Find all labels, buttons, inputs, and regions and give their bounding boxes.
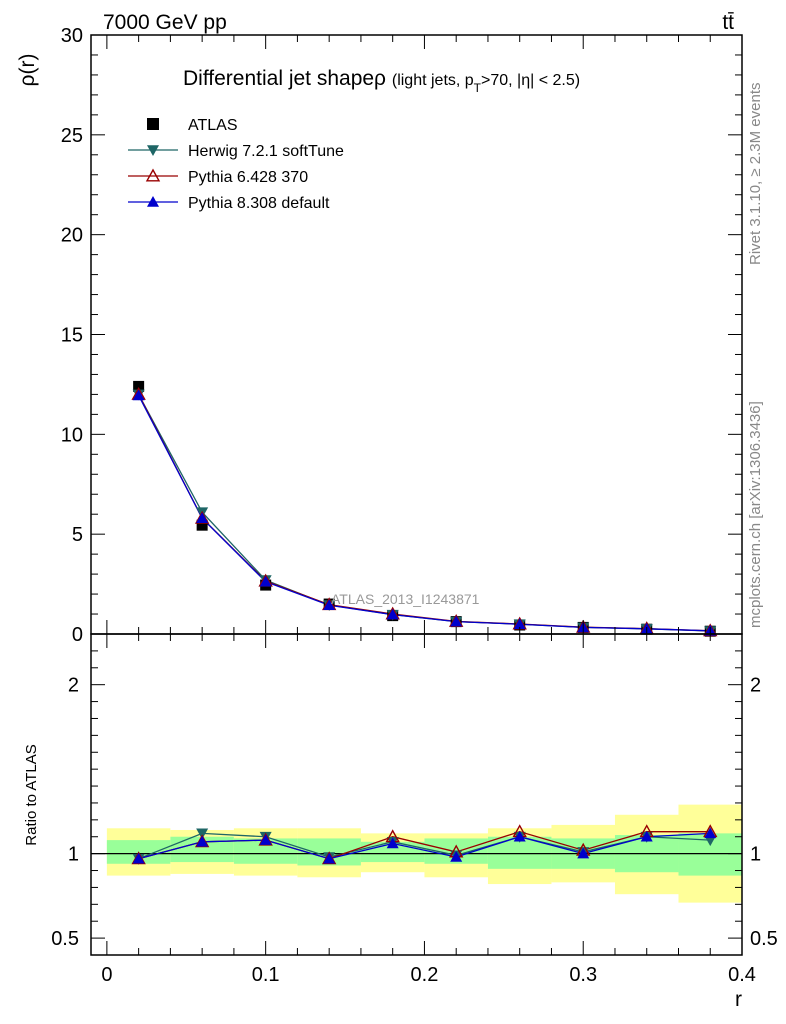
- mcplots-label: mcplots.cern.ch [arXiv:1306.3436]: [747, 401, 764, 628]
- pythia-8-308-default-point: [259, 575, 272, 587]
- ratio-y-tick-label-right: 1: [750, 844, 761, 866]
- process-label: tt̄: [722, 11, 734, 34]
- x-tick-label: 0.3: [569, 964, 597, 986]
- x-tick-label: 0.4: [728, 964, 756, 986]
- y-tick-label: 10: [61, 424, 83, 446]
- legend-herwig-7-2-1-softtune-marker: [147, 145, 159, 156]
- ratio-y-tick-label: 0.5: [51, 928, 79, 950]
- ratio-panel-series: [131, 824, 718, 865]
- ratio-y-tick-label: 1: [68, 844, 79, 866]
- ratio-panel-ticks: 0 0.1 0.2 0.3 0.4 0.5 0.5 1 1 2 2: [51, 634, 778, 986]
- pythia-8-308-default-ratio-point: [259, 834, 272, 845]
- main-y-axis-label: ρ(r): [16, 54, 39, 87]
- legend-pythia-8-308-default-marker: [147, 196, 159, 207]
- chart-title-subscript: T: [474, 81, 482, 95]
- pythia-8-308-default-ratio-point: [132, 852, 145, 864]
- x-tick-label: 0.1: [252, 964, 280, 986]
- chart-title-subtitle-rest: >70, |η| < 2.5): [481, 72, 580, 89]
- pythia-8-308-default-ratio-point: [323, 852, 336, 864]
- pythia-8-308-default-point: [196, 512, 209, 523]
- y-tick-label: 20: [61, 225, 83, 247]
- ratio-y-tick-label-right: 0.5: [750, 928, 778, 950]
- y-tick-label: 30: [61, 25, 83, 47]
- ratio-y-tick-label-right: 2: [750, 675, 761, 697]
- pythia-8-308-default-point: [132, 389, 145, 401]
- pythia-8-308-default-ratio-point: [577, 847, 590, 859]
- herwig-7-2-1-softtune-ratio-point: [196, 828, 209, 840]
- ratio-y-axis-label: Ratio to ATLAS: [23, 744, 40, 845]
- y-tick-label: 15: [61, 325, 83, 347]
- ratio-panel-frame: [90, 633, 743, 956]
- legend: ATLAS Herwig 7.2.1 softTune Pythia 6.428 3…: [128, 117, 344, 212]
- x-tick-label: 0: [101, 964, 112, 986]
- legend-atlas-marker: [147, 118, 159, 130]
- legend-atlas-label: ATLAS: [188, 117, 238, 134]
- pythia-8-308-default-point: [386, 608, 399, 620]
- pythia-8-308-default-ratio-point: [196, 835, 209, 847]
- beam-label: 7000 GeV pp: [103, 11, 227, 34]
- legend-pythia-6-428-370-marker: [145, 168, 161, 182]
- pythia-8-308-default-ratio-point: [513, 830, 526, 842]
- chart-title-subtitle: (light jets, p: [392, 72, 474, 89]
- legend-pythia-6-428-370-label: Pythia 6.428 370: [188, 169, 308, 186]
- pythia-8-308-default-point: [450, 615, 463, 627]
- atlas-point: [196, 519, 208, 531]
- pythia-8-308-default-ratio-point: [704, 827, 717, 839]
- main-panel-ticks: 0 5 10 15 20 25 30: [61, 25, 743, 646]
- rivet-label: Rivet 3.1.10, ≥ 2.3M events: [747, 83, 764, 266]
- pythia-8-308-default-ratio-point: [386, 837, 399, 849]
- pythia-8-308-default-ratio-point: [640, 830, 653, 842]
- pythia-8-308-default-point: [323, 599, 336, 611]
- chart-title: Differential jet shapeρ (light jets, pT>…: [183, 67, 580, 95]
- legend-herwig-7-2-1-softtune-label: Herwig 7.2.1 softTune: [188, 143, 344, 160]
- y-tick-label: 0: [72, 624, 83, 646]
- y-tick-label: 5: [72, 524, 83, 546]
- x-axis-label: r: [735, 988, 742, 1011]
- atlas-point: [133, 380, 145, 392]
- analysis-label: ATLAS_2013_I1243871: [331, 591, 480, 607]
- ratio-y-tick-label: 2: [68, 675, 79, 697]
- x-tick-label: 0.2: [411, 964, 439, 986]
- chart-title-main: Differential jet shapeρ: [183, 67, 386, 90]
- herwig-7-2-1-softtune-ratio-line: [138, 832, 711, 860]
- y-tick-label: 25: [61, 125, 83, 147]
- pythia-8-308-default-ratio-line: [138, 832, 711, 860]
- legend-pythia-8-308-default-label: Pythia 8.308 default: [188, 195, 330, 212]
- pythia-8-308-default-point: [513, 618, 526, 630]
- pythia-8-308-default-ratio-point: [450, 851, 463, 862]
